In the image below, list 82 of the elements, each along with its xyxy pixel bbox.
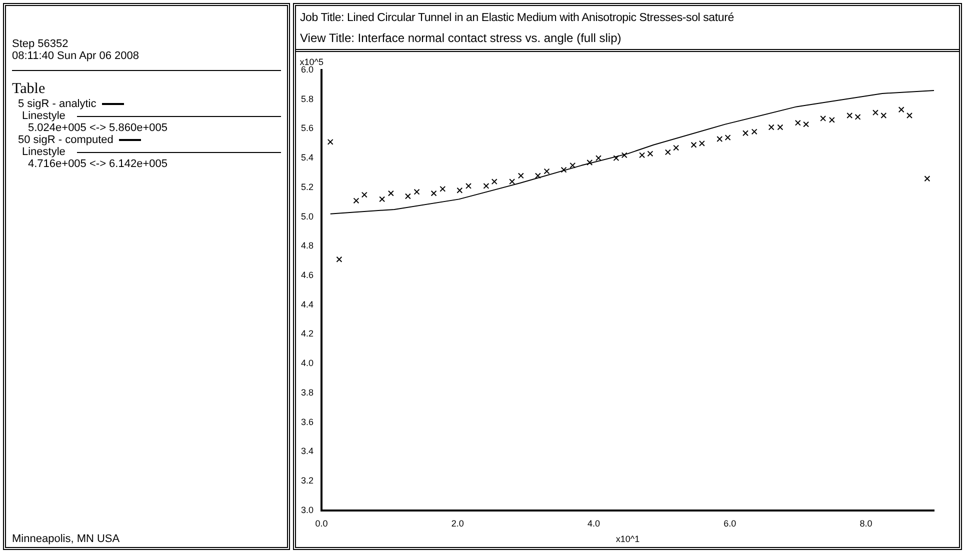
point xyxy=(924,176,930,182)
point xyxy=(596,155,602,162)
point xyxy=(880,112,887,118)
point xyxy=(698,140,705,146)
point xyxy=(906,112,912,118)
point xyxy=(518,172,524,179)
point xyxy=(404,193,411,200)
point xyxy=(647,150,654,157)
text: 08:11:40 Sun Apr 06 2008 xyxy=(12,50,140,62)
point xyxy=(898,106,904,113)
point xyxy=(803,121,810,128)
chart-subtitle: View Title: Interface normal contact stress vs. angle (full slip) xyxy=(300,30,622,47)
point xyxy=(690,142,697,148)
text: Linestyle xyxy=(22,146,66,158)
y-tick-label: 5.8 xyxy=(300,94,314,104)
point xyxy=(613,155,620,162)
point xyxy=(456,187,463,194)
y-tick-label: 5.6 xyxy=(300,123,314,134)
point xyxy=(336,256,342,262)
point xyxy=(586,160,593,166)
y-tick-label: 4.4 xyxy=(300,299,314,310)
point xyxy=(534,172,541,179)
x-tick-label: 2.0 xyxy=(451,518,464,528)
y-tick-label: 3.0 xyxy=(300,504,314,515)
x-axis-title: x10^1 xyxy=(616,534,640,544)
y-tick-label: 4.6 xyxy=(300,270,314,280)
x-tick-label: 0.0 xyxy=(315,518,328,528)
point xyxy=(379,196,386,202)
point xyxy=(560,166,567,173)
y-tick-label: 5.0 xyxy=(300,211,314,222)
text: 5.024e+005 <-> 5.860e+005 xyxy=(28,122,168,134)
y-tick-label: 3.8 xyxy=(300,387,314,398)
point xyxy=(664,149,671,156)
text: Minneapolis, MN USA xyxy=(12,533,120,545)
point xyxy=(872,110,878,116)
point xyxy=(388,190,394,196)
y-tick-label: 5.4 xyxy=(300,152,314,163)
text: Table xyxy=(12,81,46,98)
point xyxy=(716,136,723,142)
point xyxy=(854,114,861,120)
point xyxy=(414,188,420,195)
point xyxy=(430,190,437,196)
legend-label: 5 sigR - analytic xyxy=(18,98,96,110)
point xyxy=(724,134,731,141)
chart-title: Job Title: Lined Circular Tunnel in an Elastic Medium with Anisotropic Stresses-sol saturé xyxy=(300,11,735,26)
text: Step 56352 xyxy=(12,38,70,50)
point xyxy=(466,182,472,189)
legend-label: 50 sigR - computed xyxy=(18,134,114,146)
y-tick-label: 3.4 xyxy=(300,446,314,456)
point xyxy=(491,178,498,185)
point xyxy=(483,182,490,189)
point xyxy=(794,120,801,126)
point xyxy=(820,115,826,122)
point xyxy=(846,112,853,118)
text: Linestyle xyxy=(22,110,66,122)
point xyxy=(768,124,774,130)
point xyxy=(509,178,516,185)
y-axis-title: x10^5 xyxy=(300,57,324,67)
point xyxy=(742,130,748,136)
y-tick-label: 4.8 xyxy=(300,240,314,251)
y-tick-label: 5.2 xyxy=(300,182,314,192)
point xyxy=(777,124,784,130)
point xyxy=(570,162,576,168)
text: 4.716e+005 <-> 6.142e+005 xyxy=(28,158,168,170)
point xyxy=(353,198,360,204)
point xyxy=(639,152,646,158)
y-tick-label: 4.2 xyxy=(300,328,314,339)
point xyxy=(361,192,368,198)
y-tick-label: 6.0 xyxy=(300,64,314,74)
point xyxy=(544,168,550,174)
point xyxy=(621,152,628,158)
x-tick-label: 6.0 xyxy=(724,518,736,528)
point xyxy=(327,138,334,145)
y-tick-label: 3.6 xyxy=(300,416,314,427)
y-tick-label: 3.2 xyxy=(300,476,314,486)
point xyxy=(673,144,680,151)
point xyxy=(751,128,758,135)
point xyxy=(440,186,446,192)
x-tick-label: 8.0 xyxy=(860,518,872,528)
y-tick-label: 4.0 xyxy=(300,358,314,368)
x-tick-label: 4.0 xyxy=(587,518,600,528)
point xyxy=(828,116,835,123)
